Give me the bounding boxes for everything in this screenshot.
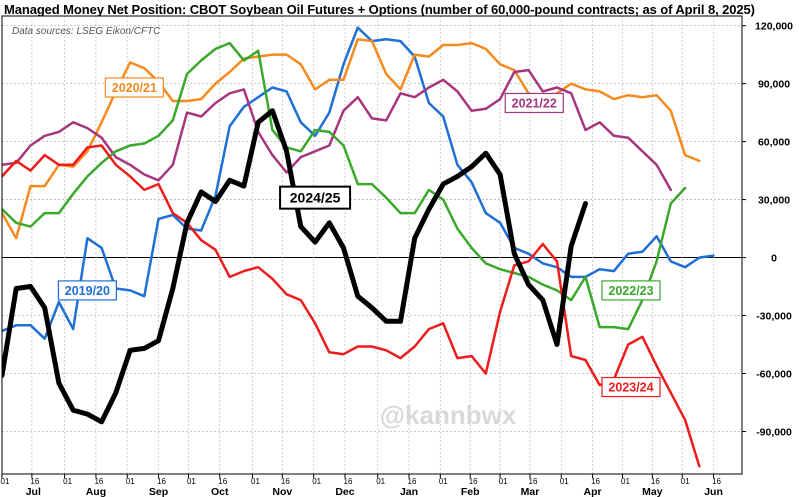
series-label-box [601, 280, 661, 301]
series-label-text: 2021/22 [512, 96, 557, 110]
y-tick-label: -60,000 [756, 369, 792, 381]
series-label-box [601, 376, 661, 398]
series-label-2023-24: 2023/24 [601, 376, 661, 398]
x-tick-label: 01 [187, 477, 196, 486]
x-tick-label: 16 [344, 477, 353, 486]
month-label: Feb [461, 486, 480, 497]
x-tick-label: 01 [439, 477, 448, 486]
series-label-text: 2022/23 [608, 284, 653, 298]
y-tick-label: 30,000 [758, 195, 790, 207]
series-label-text: 2023/24 [608, 381, 653, 395]
x-tick-label: 16 [591, 477, 600, 486]
x-tick-label: 16 [469, 477, 478, 486]
x-tick-label: 16 [157, 477, 166, 486]
series-line-2019-20 [2, 26, 715, 340]
x-tick-label: 16 [408, 477, 417, 486]
x-tick-label: 01 [681, 477, 690, 486]
series-label-box [104, 77, 164, 98]
x-tick-label: 01 [251, 477, 260, 486]
month-label: Mar [521, 486, 540, 497]
chart-title: Managed Money Net Position: CBOT Soybean… [4, 2, 755, 17]
x-tick-label: 01 [63, 477, 72, 486]
series-label-2022-23: 2022/23 [601, 280, 661, 301]
x-tick-label: 16 [712, 477, 721, 486]
x-tick-label: 01 [1, 477, 10, 486]
source-note: Data sources: LSEG Eikon/CFTC [12, 26, 161, 37]
watermark-layer: @kannbwx [380, 400, 517, 430]
series-label-text: 2019/20 [65, 284, 110, 298]
series-label-2019-20: 2019/20 [57, 280, 117, 301]
month-label: Sep [149, 486, 168, 497]
x-tick-label: 01 [126, 477, 135, 486]
x-tick-label: 01 [560, 477, 569, 486]
y-tick-label: 0 [771, 253, 777, 265]
plot-border [1, 15, 743, 475]
month-label: May [642, 486, 663, 497]
series-line-2023-24 [2, 144, 701, 468]
watermark: @kannbwx [380, 400, 517, 430]
series-label-2024-25: 2024/25 [279, 185, 352, 210]
series-line-2024-25 [2, 108, 588, 425]
x-tick-label: 16 [281, 477, 290, 486]
month-label: Nov [272, 486, 292, 497]
month-label: Jun [704, 486, 723, 497]
axes: 120,000 90,000 60,000 30,000 0 -30,000 -60,000… [1, 15, 793, 497]
x-tick-label: 16 [529, 477, 538, 486]
y-tick-label: -90,000 [756, 426, 792, 438]
month-label: Jan [400, 486, 418, 497]
series-label-2020-21: 2020/21 [104, 77, 164, 98]
month-label: Aug [86, 486, 106, 497]
month-label: Dec [335, 486, 354, 497]
y-tick-label: 60,000 [758, 137, 790, 149]
series-line-2022-23 [2, 41, 687, 331]
x-tick-label: 16 [30, 477, 39, 486]
x-tick-label: 01 [312, 477, 321, 486]
series-label-box [57, 280, 117, 301]
x-tick-label: 16 [218, 477, 227, 486]
series-label-box [279, 185, 352, 210]
series-label-2021-22: 2021/22 [504, 92, 564, 114]
x-tick-label: 16 [651, 477, 660, 486]
x-tick-label: 01 [621, 477, 630, 486]
y-tick-label: -30,000 [756, 311, 792, 323]
series-label-text: 2024/25 [290, 190, 341, 206]
x-tick-label: 01 [499, 477, 508, 486]
series-label-box [504, 92, 564, 114]
month-label: Apr [584, 486, 602, 497]
month-label: Jul [26, 486, 41, 497]
series-label-text: 2020/21 [112, 81, 157, 95]
x-tick-label: 01 [376, 477, 385, 486]
x-tick-label: 16 [94, 477, 103, 486]
y-tick-label: 120,000 [755, 21, 793, 33]
month-label: Oct [211, 486, 229, 497]
y-tick-label: 90,000 [758, 79, 790, 91]
series-labels: Data sources: LSEG Eikon/CFTC 2019/20 2020… [12, 26, 661, 398]
